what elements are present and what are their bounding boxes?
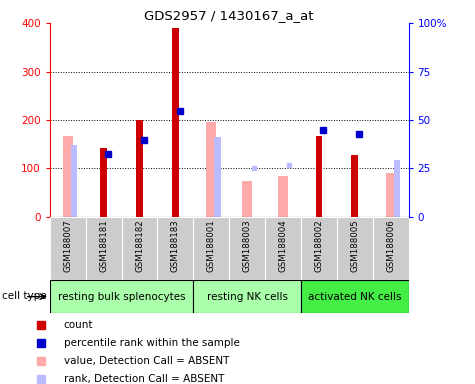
Text: GSM188006: GSM188006 [386,220,395,272]
Bar [278,176,288,217]
Bar [373,217,408,280]
Bar [86,217,122,280]
Bar [352,155,358,217]
Bar [193,280,301,313]
Text: value, Detection Call = ABSENT: value, Detection Call = ABSENT [64,356,229,366]
Text: GSM188182: GSM188182 [135,220,144,272]
Bar [50,217,86,280]
Bar [315,136,322,217]
Bar [193,217,229,280]
Bar [265,217,301,280]
Text: count: count [64,320,93,330]
Bar [242,180,252,217]
Text: activated NK cells: activated NK cells [308,291,401,302]
Bar [215,137,221,217]
Bar [136,120,143,217]
Bar [158,217,193,280]
Text: GSM188004: GSM188004 [278,220,287,272]
Title: GDS2957 / 1430167_a_at: GDS2957 / 1430167_a_at [144,9,314,22]
Bar [229,217,265,280]
Bar [301,280,408,313]
Text: GSM188002: GSM188002 [314,220,323,272]
Bar [122,217,158,280]
Bar [386,173,396,217]
Text: GSM188181: GSM188181 [99,220,108,272]
Bar [50,280,193,313]
Text: GSM188003: GSM188003 [243,220,252,272]
Bar [63,136,73,217]
Text: rank, Detection Call = ABSENT: rank, Detection Call = ABSENT [64,374,224,384]
Text: GSM188005: GSM188005 [350,220,359,272]
Bar [172,28,179,217]
Text: resting bulk splenocytes: resting bulk splenocytes [58,291,185,302]
Text: resting NK cells: resting NK cells [207,291,288,302]
Bar [206,122,216,217]
Text: GSM188001: GSM188001 [207,220,216,272]
Text: GSM188007: GSM188007 [63,220,72,272]
Text: percentile rank within the sample: percentile rank within the sample [64,338,239,348]
Text: GSM188183: GSM188183 [171,220,180,272]
Bar [301,217,337,280]
Bar [100,148,107,217]
Bar [71,145,77,217]
Bar [337,217,373,280]
Bar [394,160,400,217]
Text: cell type: cell type [2,291,47,301]
